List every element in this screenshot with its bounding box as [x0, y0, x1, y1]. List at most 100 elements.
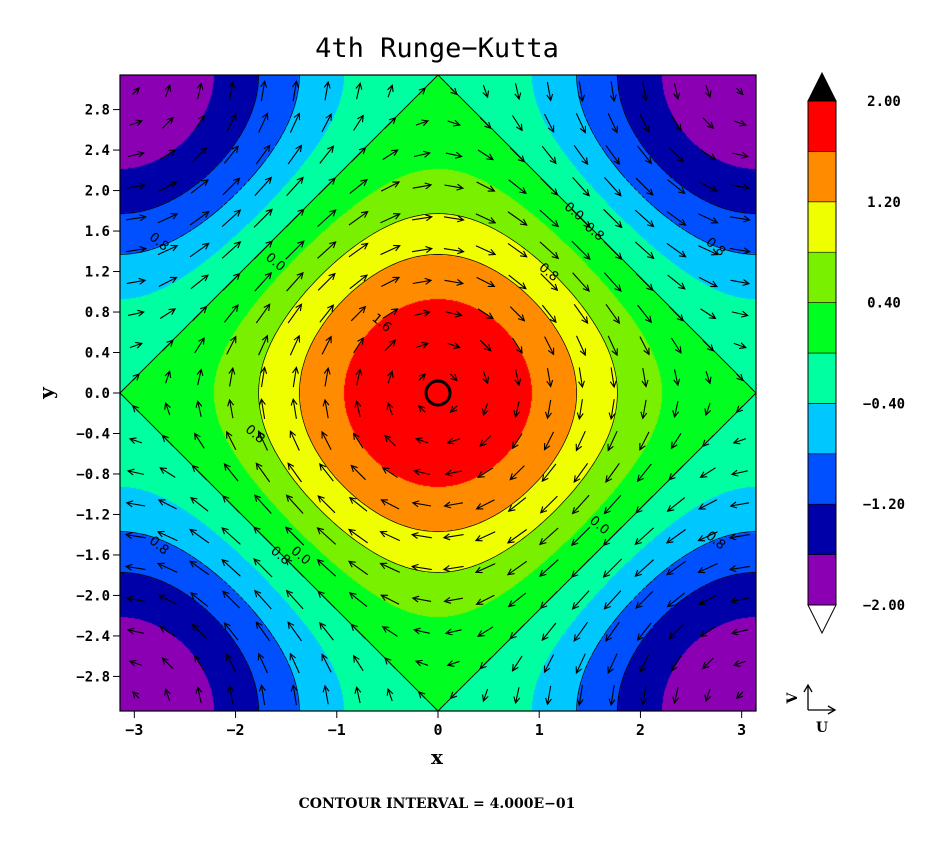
vector-arrow [353, 114, 364, 131]
vector-arrow [605, 462, 620, 484]
vector-arrow [673, 369, 681, 387]
vector-arrow [347, 560, 369, 576]
vector-arrow [354, 686, 362, 704]
colorbar-extend-bottom [807, 604, 837, 635]
vector-arrow [412, 214, 434, 222]
vector-arrow [732, 660, 746, 667]
vector-arrow [704, 402, 712, 417]
vector-arrow [544, 399, 552, 420]
vector-arrow [639, 654, 650, 674]
vector-arrow [384, 657, 396, 669]
colorbar-segment [807, 352, 837, 404]
vector-arrow [191, 623, 207, 639]
vector-arrow [540, 177, 559, 196]
vector-arrow [538, 527, 559, 546]
vector-arrow [381, 467, 398, 478]
vector-arrow [507, 592, 527, 608]
contour-line [120, 75, 756, 711]
vector-arrow [418, 373, 426, 381]
vector-arrow [355, 82, 363, 100]
vector-arrow [573, 621, 589, 642]
vector-arrow [354, 400, 362, 418]
vector-arrow [450, 87, 458, 96]
vector-arrow [733, 342, 747, 349]
vector-arrow [511, 433, 523, 450]
vector-arrow [157, 499, 177, 510]
vector-arrow [571, 208, 591, 229]
vector-arrow [609, 367, 617, 389]
y-tick-label: 2.0 [85, 184, 110, 200]
contour-line [120, 75, 756, 711]
vector-arrow [730, 469, 748, 477]
vector-arrow [735, 691, 744, 700]
vector-arrow [476, 626, 494, 637]
vector-arrow [634, 527, 654, 546]
vector-arrow [156, 562, 178, 573]
vector-key-v-label: V [785, 691, 801, 704]
vector-arrow [509, 306, 526, 322]
vector-arrow [512, 115, 523, 132]
vector-arrow [226, 430, 237, 450]
y-tick-label: 1.2 [85, 265, 110, 281]
vector-arrow [292, 366, 299, 388]
vector-arrow [286, 271, 304, 292]
vector-arrow [634, 209, 655, 228]
vector-arrow [321, 335, 332, 355]
vector-arrow [475, 213, 497, 224]
vector-arrow [539, 591, 558, 609]
vector-arrow [321, 112, 332, 133]
vector-arrow [413, 150, 431, 158]
vector-arrow [475, 499, 495, 510]
vector-arrow [410, 563, 432, 571]
vector-arrow [379, 562, 401, 573]
vector-arrow [350, 623, 366, 639]
vector-arrow [668, 306, 685, 322]
vector-arrow [575, 113, 587, 134]
vector-arrow [159, 467, 176, 478]
colorbar-segment [807, 251, 837, 303]
vector-arrow [506, 560, 528, 576]
vector-arrow [192, 305, 208, 322]
vector-arrow [285, 589, 304, 610]
vector-arrow [539, 495, 558, 514]
vector-arrow [222, 590, 240, 609]
vector-arrow [603, 494, 622, 515]
vector-arrow [221, 558, 241, 577]
y-tick-label: 0.4 [85, 346, 110, 362]
y-tick-label: −2.4 [76, 629, 110, 645]
vector-arrow [507, 211, 528, 226]
vector-arrow [322, 398, 330, 419]
vector-arrow [158, 276, 178, 287]
vector-arrow [384, 116, 397, 129]
vector-arrow [572, 177, 590, 197]
vector-arrow [575, 335, 587, 357]
vector-arrow [736, 373, 744, 382]
vector-arrow [380, 594, 400, 605]
vector-arrow [411, 595, 432, 603]
vector-arrow [475, 245, 497, 256]
vector-arrow [349, 274, 368, 290]
vector-arrow [731, 310, 749, 318]
vector-arrow [414, 659, 429, 667]
vector-arrow [352, 654, 364, 672]
vector-arrow [129, 119, 144, 127]
vector-field [124, 80, 751, 707]
vector-arrow [514, 83, 522, 101]
vector-arrow [164, 687, 171, 702]
vector-arrow [514, 369, 522, 387]
vector-arrow [479, 435, 492, 447]
vector-arrow [260, 80, 268, 102]
vector-arrow [194, 336, 205, 354]
vector-arrow [322, 684, 330, 705]
vector-arrow [413, 309, 431, 317]
vector-arrow [255, 621, 271, 642]
vector-arrow [476, 181, 496, 192]
vector-arrow [381, 626, 398, 637]
vector-arrow [258, 398, 266, 419]
vector-arrow [129, 341, 144, 349]
vector-arrow [445, 310, 463, 318]
vector-arrow [286, 176, 304, 197]
vector-arrow [704, 85, 712, 99]
vector-arrow [444, 628, 462, 636]
vector-arrow [159, 149, 177, 161]
